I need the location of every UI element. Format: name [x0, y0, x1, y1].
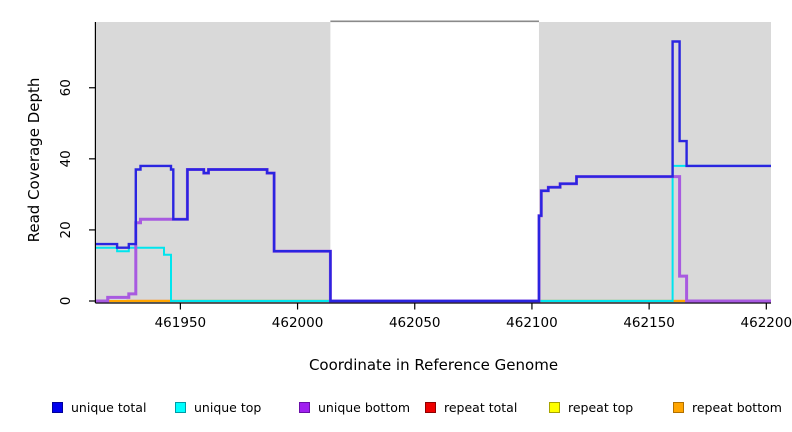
y-tick-label: 40 — [58, 150, 74, 167]
shaded-region — [96, 22, 331, 303]
y-tick-label: 20 — [58, 221, 74, 238]
y-axis-title: Read Coverage Depth — [25, 77, 43, 243]
x-tick-label: 462150 — [623, 315, 675, 331]
y-tick-label: 0 — [58, 297, 74, 306]
x-tick-label: 461950 — [155, 315, 207, 331]
y-tick-label: 60 — [58, 79, 74, 96]
x-axis-title: Coordinate in Reference Genome — [308, 356, 559, 374]
x-tick-label: 462100 — [506, 315, 558, 331]
x-tick-label: 462050 — [389, 315, 441, 331]
series-line-unique-total — [96, 40, 771, 303]
shaded-region — [538, 22, 771, 303]
x-tick-label: 462200 — [741, 315, 792, 331]
x-tick-label: 462000 — [272, 315, 324, 331]
series-line-unique-top — [96, 164, 771, 302]
